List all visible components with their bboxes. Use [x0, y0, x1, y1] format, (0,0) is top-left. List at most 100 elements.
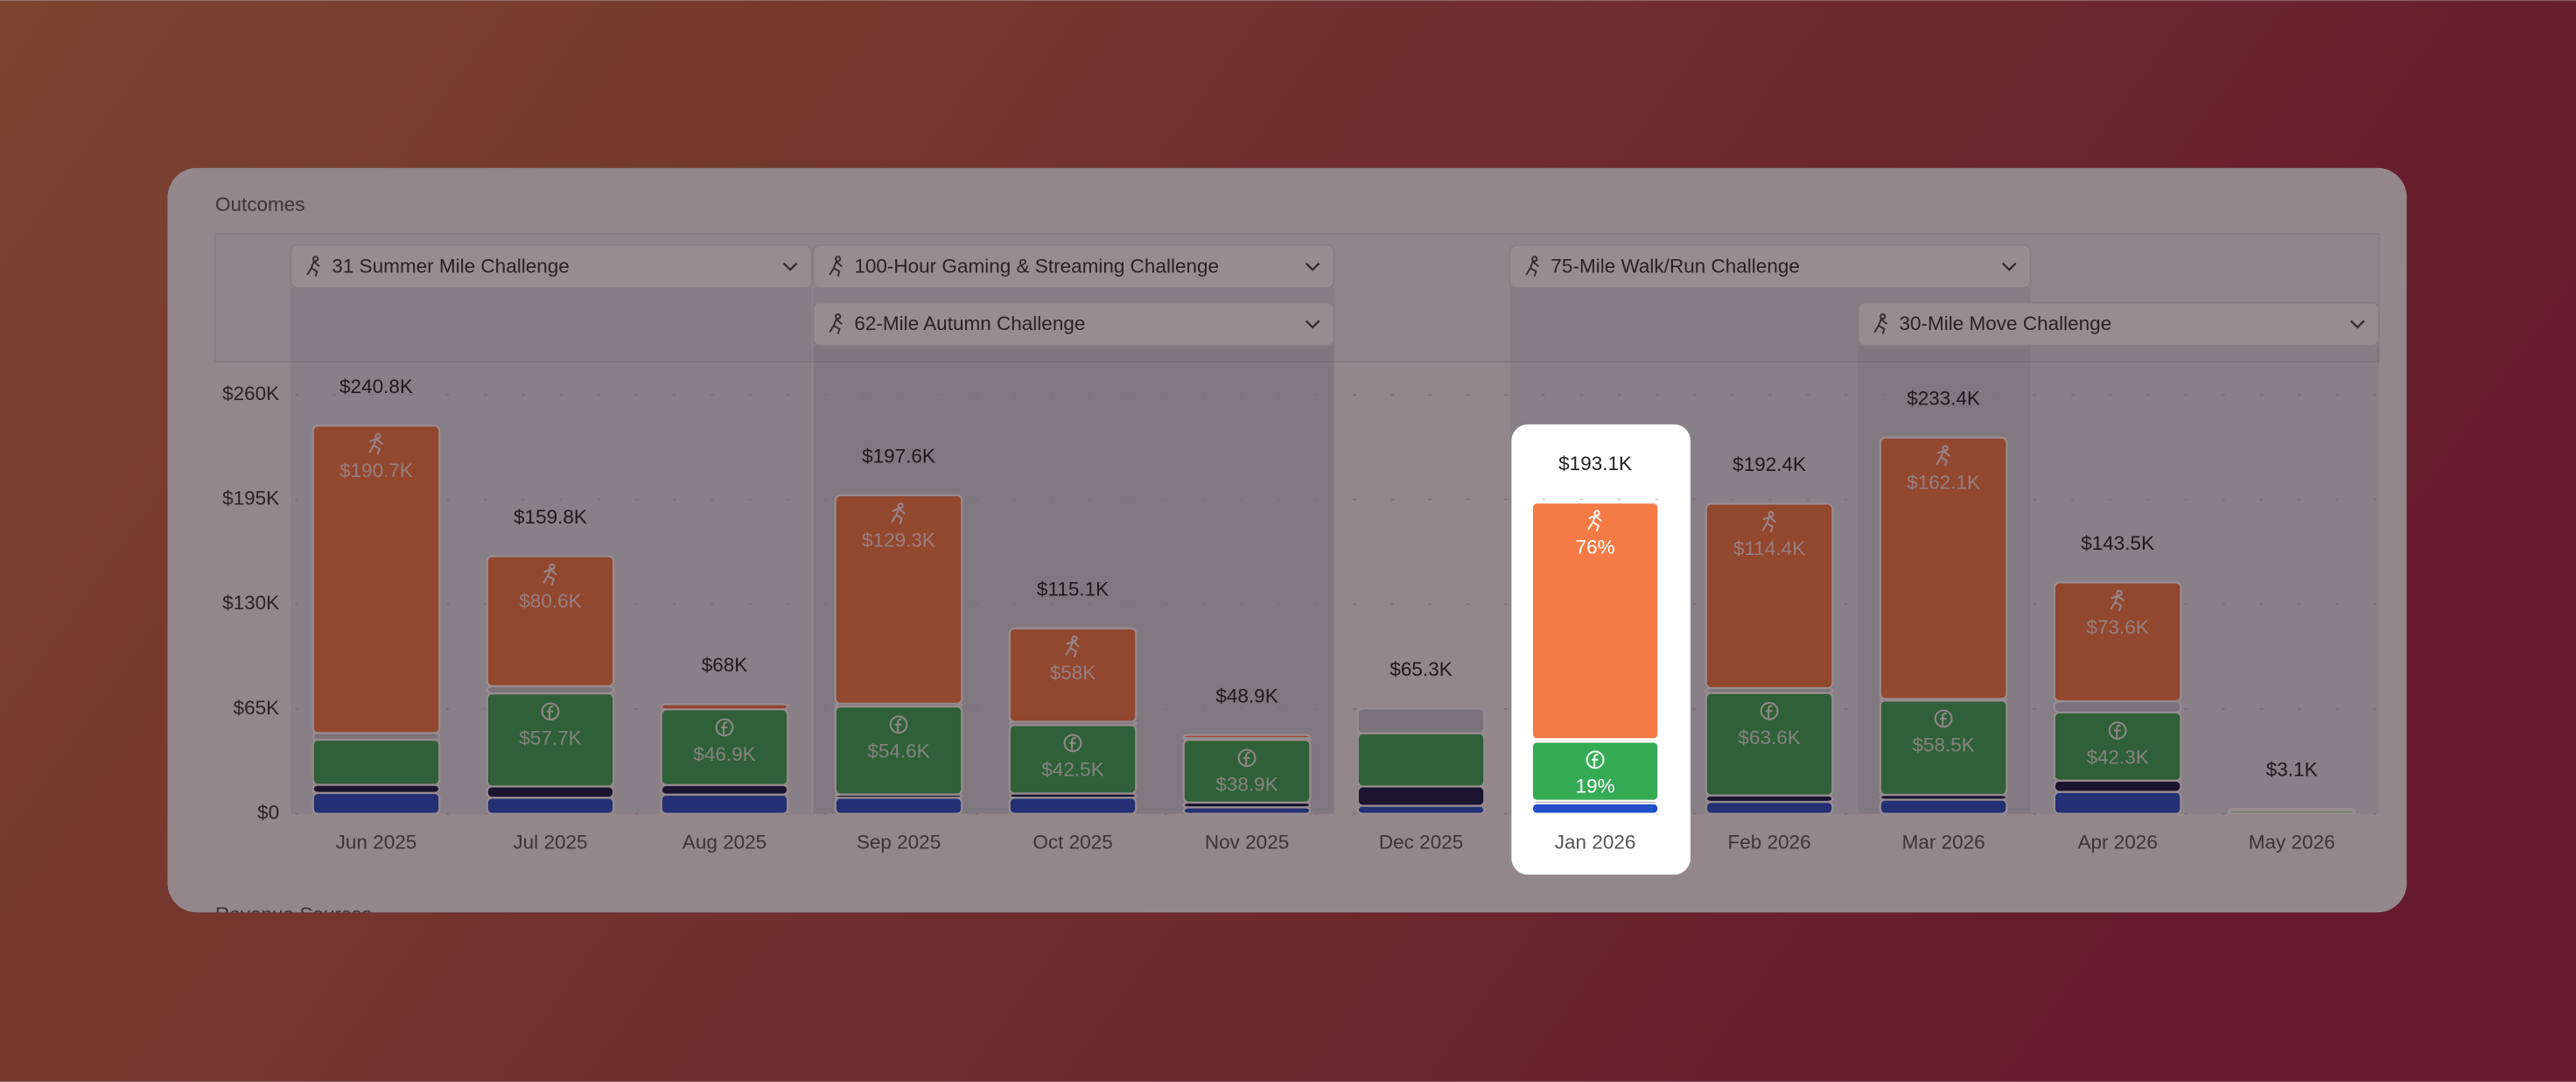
- bar-segment: [1530, 501, 1660, 741]
- total-label: $3.1K: [2266, 759, 2318, 781]
- total-label: $143.5K: [2081, 532, 2154, 554]
- bar-segment: [1356, 707, 1486, 734]
- y-tick-label: $260K: [222, 383, 279, 404]
- chevron: [1305, 262, 1320, 271]
- runner-icon: [2110, 589, 2124, 612]
- x-tick-label: Feb 2026: [1728, 831, 1811, 853]
- chevron: [2349, 320, 2365, 329]
- y-tick-label: $0: [257, 802, 279, 824]
- bar-segment: [2227, 807, 2356, 812]
- chevron: [2001, 262, 2017, 271]
- runner-icon: [1873, 313, 1887, 334]
- runner-icon: [542, 563, 557, 586]
- x-tick-label: Dec 2025: [1379, 831, 1463, 853]
- section-title: Revenue Sources: [215, 903, 372, 925]
- bar-segment: [312, 425, 441, 734]
- facebook-icon: [1586, 750, 1605, 769]
- dropdown-label: 31 Summer Mile Challenge: [332, 255, 570, 277]
- segment-label: $73.6K: [2086, 616, 2148, 638]
- runner-icon: [368, 432, 383, 455]
- segment-label: $42.5K: [1041, 759, 1103, 781]
- dropdown-label: 100-Hour Gaming & Streaming Challenge: [854, 255, 1219, 277]
- segment-label: $58K: [1050, 662, 1096, 684]
- campaign-dropdown[interactable]: 62-Mile Autumn Challenge: [812, 301, 1335, 347]
- x-tick-label: Mar 2026: [1902, 831, 1985, 853]
- bar-segment: [2053, 581, 2182, 703]
- segment-label: $54.6K: [867, 741, 929, 762]
- segment-label: $162.1K: [1907, 471, 1980, 493]
- facebook-icon: [1063, 734, 1082, 753]
- x-tick-label: May 2026: [2249, 831, 2335, 853]
- runner-icon: [1065, 636, 1080, 657]
- segment-label: $63.6K: [1738, 727, 1800, 748]
- bar-segment: [1704, 502, 1834, 690]
- total-label: $115.1K: [1037, 578, 1109, 600]
- facebook-icon: [541, 702, 560, 721]
- segment-label: $38.9K: [1215, 774, 1278, 796]
- bar-segment: [1530, 802, 1660, 815]
- runner-icon: [306, 256, 320, 278]
- campaign-dropdown[interactable]: 31 Summer Mile Challenge: [290, 244, 813, 289]
- facebook-icon: [1237, 748, 1256, 768]
- dropdown-label: 62-Mile Autumn Challenge: [854, 313, 1085, 334]
- x-tick-label: Jan 2026: [1555, 831, 1636, 853]
- runner-icon: [1587, 509, 1602, 532]
- chevron: [1305, 320, 1320, 329]
- dropdown-box: [1508, 244, 2032, 289]
- y-tick-label: $195K: [222, 488, 279, 509]
- segment-label: 76%: [1576, 537, 1615, 559]
- total-label: $192.4K: [1732, 453, 1806, 475]
- facebook-icon: [715, 718, 734, 737]
- chevron: [782, 262, 798, 271]
- bar-segment: [1879, 436, 2008, 700]
- campaign-dropdown[interactable]: 30-Mile Move Challenge: [1857, 301, 2380, 347]
- segment-label: $46.9K: [693, 743, 755, 765]
- segment-label: $114.4K: [1733, 537, 1805, 559]
- dropdown-box: [812, 244, 1335, 289]
- bar-segment: [1008, 627, 1138, 723]
- x-tick-label: Jun 2025: [336, 831, 417, 853]
- segment-label: $57.7K: [519, 727, 581, 749]
- total-label: $240.8K: [340, 376, 413, 397]
- runner-icon: [829, 313, 843, 334]
- x-tick-label: Nov 2025: [1205, 831, 1289, 853]
- bar-segment: [1182, 734, 1312, 740]
- total-label: $197.6K: [862, 446, 935, 467]
- dropdown-label: 30-Mile Move Challenge: [1899, 313, 2111, 334]
- segment-label: $42.3K: [2086, 746, 2148, 768]
- runner-icon: [1936, 445, 1950, 467]
- runner-icon: [891, 502, 906, 524]
- facebook-icon: [1760, 701, 1779, 720]
- segment-label: $190.7K: [340, 460, 413, 481]
- total-label: $65.3K: [1390, 658, 1452, 680]
- x-tick-label: Apr 2026: [2077, 831, 2157, 853]
- dropdown-box: [290, 244, 813, 289]
- total-label: $193.1K: [1558, 453, 1632, 474]
- campaign-dropdown[interactable]: 100-Hour Gaming & Streaming Challenge: [812, 244, 1335, 289]
- segment-label: $129.3K: [862, 529, 935, 551]
- total-label: $233.4K: [1907, 388, 1980, 410]
- segment-label: 19%: [1576, 776, 1615, 797]
- facebook-icon: [2108, 721, 2127, 740]
- runner-icon: [829, 256, 843, 278]
- campaign-dropdown[interactable]: 75-Mile Walk/Run Challenge: [1508, 244, 2032, 289]
- x-tick-label: Jul 2025: [513, 831, 587, 853]
- runner-icon: [1761, 510, 1776, 533]
- bar-segment: [660, 703, 789, 711]
- x-tick-label: Oct 2025: [1032, 831, 1112, 853]
- dropdown-box: [812, 301, 1335, 347]
- bar-segment: [834, 494, 963, 706]
- bar-segment: [486, 555, 615, 687]
- total-label: $68K: [702, 654, 748, 676]
- runner-icon: [1525, 256, 1539, 278]
- segment-label: $58.5K: [1912, 734, 1974, 756]
- facebook-icon: [1934, 709, 1953, 728]
- x-tick-label: Aug 2025: [682, 831, 766, 853]
- dropdown-label: 75-Mile Walk/Run Challenge: [1550, 255, 1800, 277]
- total-label: $48.9K: [1215, 685, 1278, 706]
- y-tick-label: $65K: [234, 697, 280, 719]
